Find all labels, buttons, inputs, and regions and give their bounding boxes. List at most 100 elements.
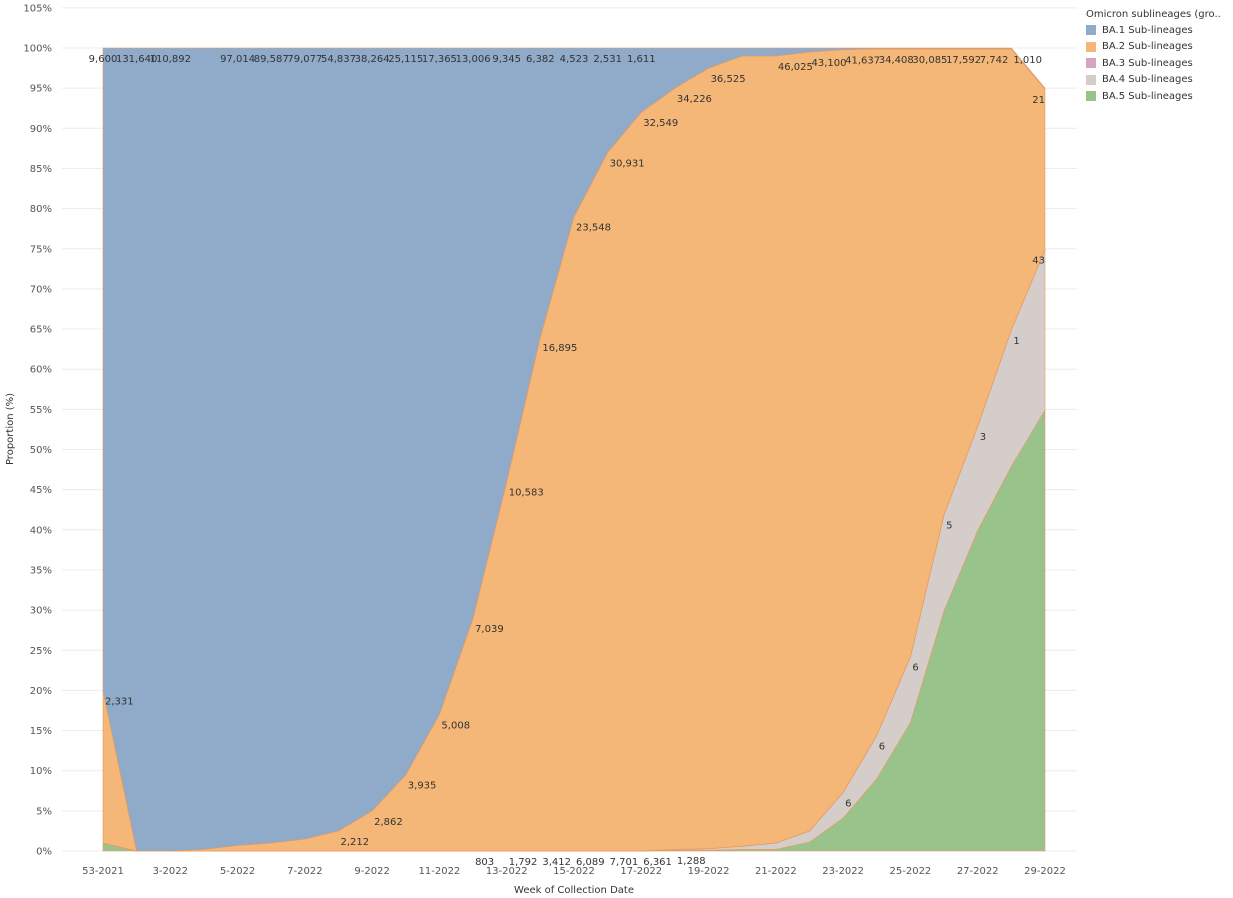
data-label: 41,637 (845, 56, 880, 67)
x-tick-label: 23-2022 (822, 866, 864, 877)
x-tick-label: 13-2022 (486, 866, 528, 877)
data-label: 79,077 (287, 54, 322, 65)
y-axis-ticks: 0% 5% 10% 15% 20% 25% 30% 35% 40% 45% 50% 55% 60% 65%… (23, 3, 52, 857)
data-label: 6 (912, 663, 918, 674)
x-tick-label: 3-2022 (153, 866, 188, 877)
y-tick-label: 90% (30, 124, 52, 135)
data-label: 43 (1032, 256, 1045, 267)
legend-label: BA.2 Sub-lineages (1102, 41, 1193, 53)
data-label: 36,525 (711, 74, 746, 85)
data-label: 2,531 (593, 54, 622, 65)
x-tick-label: 21-2022 (755, 866, 797, 877)
data-label: 46,025 (778, 62, 813, 73)
legend-label: BA.4 Sub-lineages (1102, 74, 1193, 86)
data-label: 1,792 (509, 857, 538, 868)
data-label: 30,931 (610, 158, 645, 169)
y-tick-label: 60% (30, 365, 52, 376)
data-label: 5,008 (441, 720, 470, 731)
legend-items: BA.1 Sub-lineages BA.2 Sub-lineages BA.3 S… (1086, 22, 1233, 105)
data-label: 6 (879, 741, 885, 752)
area-series (102, 47, 1046, 852)
data-label: 5 (946, 521, 952, 532)
data-label: 2,331 (105, 696, 134, 707)
y-tick-label: 10% (30, 766, 52, 777)
data-label: 7,039 (475, 624, 504, 635)
x-tick-label: 29-2022 (1024, 866, 1066, 877)
y-tick-label: 35% (30, 565, 52, 576)
data-label: 3,412 (542, 857, 571, 868)
legend-title: Omicron sublineages (gro.. (1086, 9, 1221, 20)
data-label: 6,382 (526, 54, 555, 65)
x-tick-label: 17-2022 (620, 866, 662, 877)
data-label: 7,701 (610, 857, 639, 868)
data-label: 17,365 (422, 54, 457, 65)
x-tick-label: 15-2022 (553, 866, 595, 877)
x-tick-label: 5-2022 (220, 866, 255, 877)
legend-label: BA.1 Sub-lineages (1102, 24, 1193, 36)
legend-swatch (1086, 58, 1096, 69)
y-tick-label: 50% (30, 445, 52, 456)
data-labels: 803 1,792 3,412 6,089 7,701 6,361 1,288 6 6 6 5 3 1 4… (89, 54, 1045, 868)
y-tick-label: 5% (36, 806, 52, 817)
legend: Omicron sublineages (gro.. BA.1 Sub-line… (1086, 9, 1233, 105)
legend-item: BA.5 Sub-lineages (1086, 88, 1233, 105)
legend-swatch (1086, 91, 1096, 102)
data-label: 7,742 (980, 55, 1009, 66)
legend-swatch (1086, 74, 1096, 85)
legend-label: BA.5 Sub-lineages (1102, 90, 1193, 102)
legend-label: BA.3 Sub-lineages (1102, 57, 1193, 69)
y-tick-label: 95% (30, 84, 52, 95)
legend-item: BA.4 Sub-lineages (1086, 72, 1233, 89)
x-tick-label: 53-2021 (82, 866, 124, 877)
y-tick-label: 40% (30, 525, 52, 536)
y-tick-label: 0% (36, 847, 52, 858)
area-ba1 (102, 47, 1046, 852)
data-label: 21 (1032, 95, 1045, 106)
data-label: 43,100 (812, 58, 847, 69)
legend-item: BA.2 Sub-lineages (1086, 39, 1233, 56)
data-label: 1,288 (677, 856, 706, 867)
data-label: 32,549 (643, 118, 678, 129)
data-label: 3,935 (408, 781, 437, 792)
y-tick-label: 25% (30, 646, 52, 657)
legend-item: BA.3 Sub-lineages (1086, 55, 1233, 72)
data-label: 3 (980, 432, 986, 443)
y-tick-label: 15% (30, 726, 52, 737)
data-label: 4,523 (560, 54, 589, 65)
data-label: 110,892 (150, 54, 191, 65)
data-label: 9,345 (492, 54, 521, 65)
x-tick-label: 7-2022 (287, 866, 322, 877)
x-axis-title: Week of Collection Date (514, 885, 634, 896)
data-label: 803 (475, 857, 494, 868)
data-label: 17,592 (946, 55, 981, 66)
y-axis-title: Proportion (%) (5, 393, 16, 465)
data-label: 97,014 (220, 54, 255, 65)
x-tick-label: 27-2022 (957, 866, 999, 877)
data-label: 13,006 (456, 54, 491, 65)
data-label: 6 (845, 798, 851, 809)
data-label: 9,600 (89, 54, 118, 65)
data-label: 2,212 (341, 837, 370, 848)
data-label: 23,548 (576, 223, 611, 234)
data-label: 10,583 (509, 488, 544, 499)
data-label: 6,361 (643, 857, 672, 868)
y-tick-label: 70% (30, 284, 52, 295)
data-label: 1,010 (1013, 55, 1042, 66)
data-label: 1 (1013, 336, 1019, 347)
y-tick-label: 85% (30, 164, 52, 175)
x-tick-label: 19-2022 (688, 866, 730, 877)
data-label: 34,226 (677, 94, 712, 105)
y-tick-label: 105% (23, 3, 52, 14)
data-label: 30,085 (912, 55, 947, 66)
data-label: 1,611 (627, 54, 656, 65)
x-axis-ticks: 53-2021 3-2022 5-2022 7-2022 9-2022 11-2022 13… (82, 866, 1066, 877)
data-label: 131,640 (116, 54, 157, 65)
data-label: 6,089 (576, 857, 605, 868)
legend-swatch (1086, 25, 1096, 36)
data-label: 34,408 (879, 55, 914, 66)
y-tick-label: 30% (30, 606, 52, 617)
y-tick-label: 100% (23, 44, 52, 55)
legend-swatch (1086, 41, 1096, 52)
y-tick-label: 80% (30, 204, 52, 215)
